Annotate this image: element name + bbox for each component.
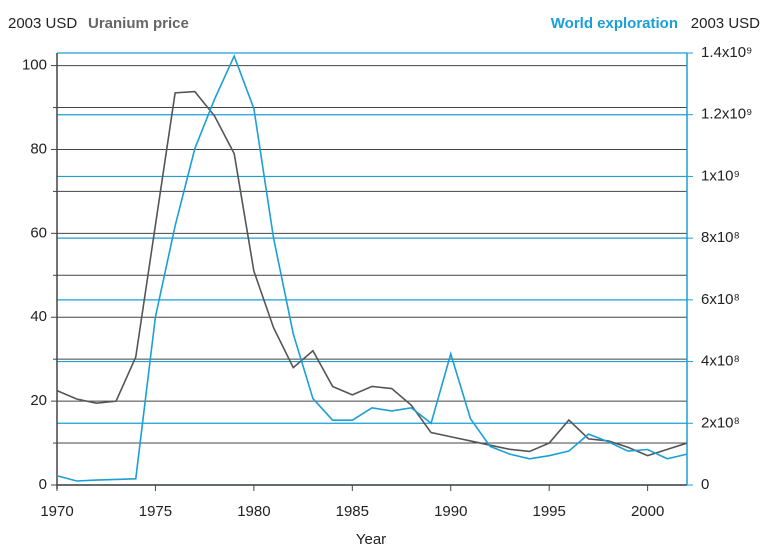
y-tick-label: 60: [30, 224, 47, 241]
y2-tick-label: 6x10⁸: [701, 291, 740, 308]
x-tick-label: 1985: [336, 503, 369, 520]
right-axis-unit: 2003 USD: [691, 15, 760, 32]
y2-tick-label: 4x10⁸: [701, 353, 740, 370]
y2-tick-label: 0: [701, 476, 709, 493]
x-tick-label: 1990: [434, 503, 467, 520]
y-tick-label: 40: [30, 308, 47, 325]
x-tick-label: 1975: [139, 503, 172, 520]
y-tick-label: 20: [30, 392, 47, 409]
y2-tick-label: 1.2x10⁹: [701, 106, 752, 123]
series-line: [56, 90, 688, 457]
y-tick-label: 0: [39, 476, 47, 493]
x-tick-label: 1970: [40, 503, 73, 520]
left-axis-title: Uranium price: [88, 15, 189, 32]
x-tick-label: 1980: [237, 503, 270, 520]
y2-tick-label: 1x10⁹: [701, 167, 740, 184]
y2-tick-label: 1.4x10⁹: [701, 44, 752, 61]
y2-tick-label: 8x10⁸: [701, 229, 740, 246]
y2-tick-label: 2x10⁸: [701, 414, 740, 431]
x-tick-label: 1995: [533, 503, 566, 520]
y-tick-label: 100: [22, 57, 47, 74]
x-axis-label: Year: [356, 531, 386, 548]
left-axis-unit: 2003 USD: [8, 15, 77, 32]
right-axis-title: World exploration: [551, 15, 678, 32]
series-line: [56, 53, 688, 482]
x-tick-label: 2000: [631, 503, 664, 520]
y-tick-label: 80: [30, 140, 47, 157]
